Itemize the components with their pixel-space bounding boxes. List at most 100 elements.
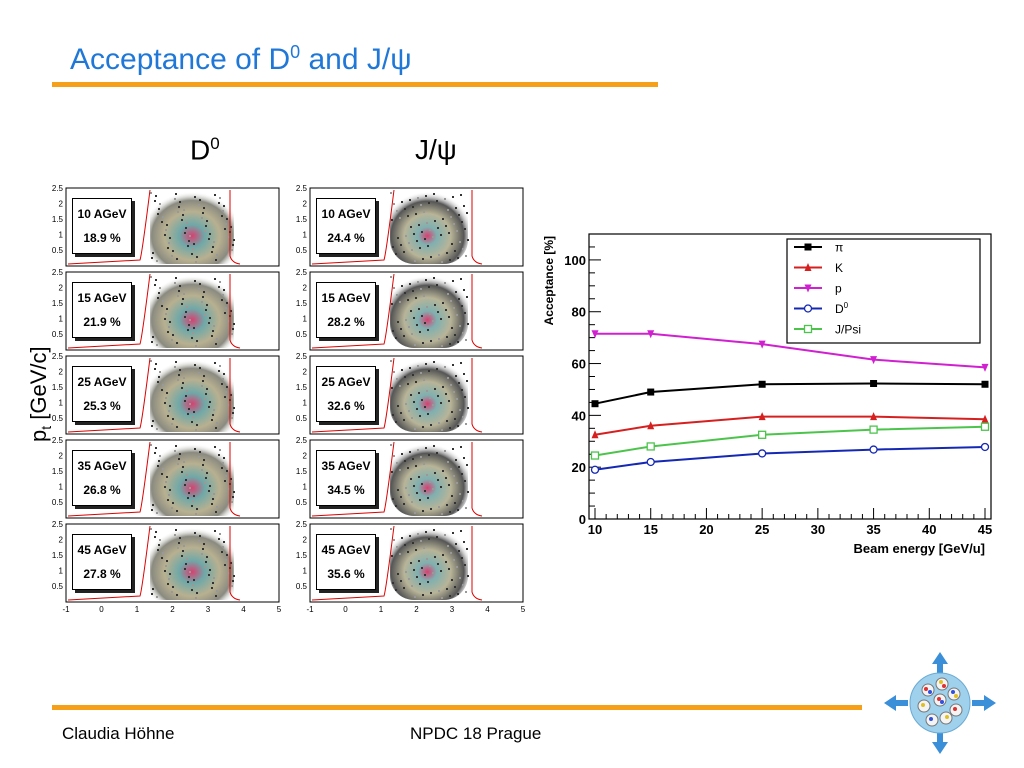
panel-speckle <box>172 586 174 588</box>
x-tick-label: 25 <box>755 522 769 537</box>
panel-speckle <box>403 419 405 421</box>
panel-speckle <box>461 221 463 223</box>
panel-speckle <box>395 505 397 507</box>
panel-speckle <box>452 532 454 534</box>
panel-speckle <box>205 225 207 227</box>
panel-speckle <box>208 574 210 576</box>
panel-speckle <box>181 471 183 473</box>
logo-arrow-bottom <box>932 730 948 754</box>
acceptance-cut-high <box>471 190 483 265</box>
panel-speckle <box>414 428 416 430</box>
panel-speckle <box>459 577 461 579</box>
panel-speckle <box>462 416 464 418</box>
panel-speckle <box>407 299 409 301</box>
panel-y-tick: 1 <box>303 399 308 408</box>
panel-speckle <box>214 278 216 280</box>
panel-speckle <box>174 366 176 368</box>
legend-label: J/Psi <box>835 323 861 337</box>
panel-speckle <box>420 288 422 290</box>
panel-speckle <box>416 408 418 410</box>
panel-speckle <box>215 427 217 429</box>
panel-speckle <box>465 591 467 593</box>
panel-speckle <box>420 372 422 374</box>
panel-speckle <box>454 586 456 588</box>
panel-speckle <box>426 390 428 392</box>
panel-speckle <box>452 280 454 282</box>
panel-speckle <box>184 316 186 318</box>
x-tick-label: 35 <box>866 522 880 537</box>
panel-speckle <box>454 250 456 252</box>
panel-y-tick: 1 <box>59 231 64 240</box>
panel-speckle <box>429 481 431 483</box>
panel-speckle <box>460 446 462 448</box>
panel-speckle <box>442 302 444 304</box>
panel-speckle <box>206 304 208 306</box>
marker-triangle-up <box>591 430 599 439</box>
acceptance-cut-high <box>229 274 241 349</box>
panel-speckle <box>206 220 208 222</box>
y-tick-label: 20 <box>572 460 586 475</box>
panel-speckle <box>457 425 459 427</box>
panel-speckle <box>404 544 406 546</box>
panel-speckle <box>464 564 466 566</box>
panel-speckle <box>231 585 233 587</box>
panel-speckle <box>151 257 153 259</box>
panel-speckle <box>408 578 410 580</box>
panel-speckle <box>408 242 410 244</box>
panel-y-tick: 2 <box>59 284 64 293</box>
marker-open-square <box>590 451 600 460</box>
panel-speckle <box>202 296 204 298</box>
panel-speckle <box>164 318 166 320</box>
acceptance-value: 26.8 % <box>83 483 121 497</box>
panel-speckle <box>392 414 394 416</box>
panel-y-tick: 2.5 <box>296 352 308 361</box>
panel-speckle <box>182 550 184 552</box>
panel-speckle <box>462 500 464 502</box>
panel-speckle <box>184 232 186 234</box>
panel-speckle <box>407 551 409 553</box>
panel-speckle <box>460 194 462 196</box>
panel-speckle <box>185 479 187 481</box>
panel-speckle <box>437 227 439 229</box>
panel-speckle <box>417 365 419 367</box>
d0-label-box-3: 25 AGeV 25.3 % <box>72 366 132 422</box>
panel-speckle <box>393 455 395 457</box>
panel-speckle <box>204 230 206 232</box>
panel-speckle <box>150 276 152 278</box>
panel-speckle <box>198 540 200 542</box>
panel-speckle <box>162 384 164 386</box>
panel-speckle <box>404 292 406 294</box>
panel-speckle <box>187 497 189 499</box>
panel-y-tick: 2.5 <box>296 520 308 529</box>
panel-speckle <box>161 305 163 307</box>
panel-speckle <box>152 588 154 590</box>
y-axis-label: Acceptance [%] <box>542 236 556 325</box>
panel-speckle <box>453 559 455 561</box>
panel-speckle <box>415 297 417 299</box>
panel-speckle <box>463 541 465 543</box>
panel-speckle <box>436 452 438 454</box>
panel-speckle <box>397 237 399 239</box>
panel-speckle <box>453 391 455 393</box>
panel-speckle <box>165 313 167 315</box>
panel-speckle <box>172 502 174 504</box>
d0-label-box-4: 35 AGeV 26.8 % <box>72 450 132 506</box>
panel-speckle <box>438 506 440 508</box>
acceptance-cut-high <box>471 442 483 517</box>
panel-speckle <box>154 200 156 202</box>
panel-y-tick: 2 <box>303 284 308 293</box>
panel-speckle <box>218 202 220 204</box>
panel-speckle <box>214 362 216 364</box>
panel-speckle <box>176 426 178 428</box>
beam-energy-label: 25 AGeV <box>321 375 371 389</box>
panel-y-tick: 0.5 <box>296 498 308 507</box>
panel-speckle <box>424 490 426 492</box>
panel-speckle <box>458 214 460 216</box>
panel-speckle <box>444 450 446 452</box>
panel-y-tick: 2 <box>303 368 308 377</box>
panel-speckle <box>421 483 423 485</box>
panel-speckle <box>171 423 173 425</box>
panel-speckle <box>215 511 217 513</box>
marker-open-square <box>757 430 767 439</box>
panel-speckle <box>457 257 459 259</box>
